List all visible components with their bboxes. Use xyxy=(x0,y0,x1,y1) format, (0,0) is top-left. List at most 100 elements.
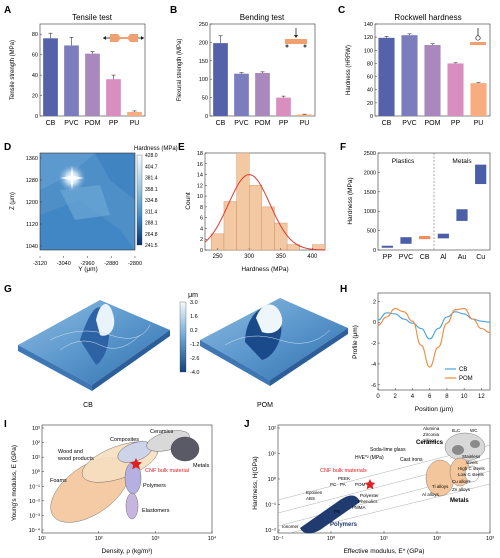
label-tialloys: Ti alloys xyxy=(432,484,449,489)
bar-pvc xyxy=(64,45,79,116)
panel-b-yticks: 0 50 100 150 200 250 xyxy=(199,22,212,120)
category-label: CB xyxy=(382,120,392,127)
ytick-label: 50 xyxy=(202,96,208,102)
label-znalloys: Zn alloys xyxy=(452,487,471,492)
xtick-label: 6 xyxy=(428,394,432,400)
xtick-label: 8 xyxy=(445,394,449,400)
xtick-label: 10³ xyxy=(151,536,159,542)
ytick-label: 10⁰ xyxy=(32,469,41,476)
range-box-cb xyxy=(419,236,431,240)
cnf-star-icon xyxy=(130,458,142,470)
ytick-label: 200 xyxy=(199,40,208,46)
panel-f: F Hardness (MPa) Plastics Metals PP PVC CB… xyxy=(340,142,491,261)
panel-c-letter: C xyxy=(338,5,345,16)
xtick-label: 10¹ xyxy=(380,536,388,542)
panel-i-letter: I xyxy=(4,419,7,430)
ytick-label: 80 xyxy=(367,61,373,67)
xtick-label: -2960 xyxy=(80,261,94,267)
bar-pom xyxy=(255,72,270,116)
ytick-label: 1040 xyxy=(26,244,38,250)
bar-cb xyxy=(43,38,58,116)
bar-pom xyxy=(85,53,100,116)
label-wood: Wood and xyxy=(58,449,83,455)
panel-h-legend: CB POM xyxy=(445,367,473,382)
ytick-label: 20 xyxy=(367,101,373,107)
colorbar-tick-label: 288.1 xyxy=(145,221,158,227)
ytick-label: 1360 xyxy=(26,156,38,162)
label-phenolics: Phenolics xyxy=(358,499,378,504)
panel-a-bars xyxy=(43,32,142,116)
ytick-label: 10 xyxy=(197,194,203,200)
label-polymers: Polymers xyxy=(330,522,358,528)
panel-a-xticks: CB PVC POM PP PU xyxy=(46,120,140,127)
category-label: PP xyxy=(451,120,461,127)
ytick-label: 140 xyxy=(364,22,373,28)
panel-h-xlabel: Position (μm) xyxy=(415,406,453,413)
category-label: PVC xyxy=(234,120,248,127)
ytick-label: 2 xyxy=(373,299,376,305)
panel-e-xlabel: Hardness (MPa) xyxy=(241,266,288,273)
colorbar-tick-label: 241.5 xyxy=(145,243,158,249)
panel-f-xticks: PP PVC CB Al Au Cu xyxy=(383,254,486,261)
ytick-label: 18 xyxy=(197,151,203,157)
xtick-label: 10² xyxy=(95,536,103,542)
ytick-label: -4 xyxy=(371,362,376,368)
ytick-label: 150 xyxy=(199,59,208,65)
panel-h-ylabel: Profile (μm) xyxy=(352,325,359,359)
bar-pp xyxy=(106,79,121,116)
label-abs: ABS xyxy=(306,496,315,501)
panel-h-frame xyxy=(377,292,491,391)
xtick-label: 10³ xyxy=(486,536,494,542)
category-label: PVC xyxy=(64,120,78,127)
label-cnf: CNF bulk material xyxy=(145,468,189,474)
indenter-icon xyxy=(470,28,486,45)
ytick-label: 1000 xyxy=(364,209,376,215)
panel-g-colorbar-title: μm xyxy=(188,292,198,299)
colorbar-tick-label: 0.2 xyxy=(190,328,198,334)
region-metals xyxy=(170,436,200,462)
category-label: CB xyxy=(216,120,226,127)
panel-d-colorbar-title: Hardness (MPa) xyxy=(134,146,178,152)
ytick-label: 10⁻² xyxy=(29,499,40,505)
panel-h: H Profile (μm) 0 2 4 6 8 10 12 2 0 -2 -4 -6 Positi… xyxy=(340,284,491,413)
ytick-label: 10⁰ xyxy=(268,476,277,483)
xtick-label: -3120 xyxy=(33,261,47,267)
ytick-label: 0 xyxy=(35,114,38,120)
histogram-bar xyxy=(286,244,300,251)
ytick-label: 6 xyxy=(200,216,203,222)
xtick-label: 300 xyxy=(244,254,255,260)
panel-d-heatmap xyxy=(39,152,136,251)
panel-b: B Bending test Flexural strength (MPa) 0… xyxy=(170,5,316,127)
label-pa: PA xyxy=(340,482,346,487)
category-label: Au xyxy=(458,254,467,261)
xtick-label: 250 xyxy=(213,254,224,260)
panel-d-ylabel: Z (μm) xyxy=(10,192,16,210)
ytick-label: 10² xyxy=(32,441,40,447)
label-metals: Metals xyxy=(193,463,209,469)
category-label: Cu xyxy=(476,254,485,261)
ytick-label: 0 xyxy=(205,114,208,120)
xtick-label: 0 xyxy=(376,394,380,400)
category-label: PVC xyxy=(402,120,416,127)
label-zirconia: Zirconia xyxy=(423,432,440,437)
label-ceramics: Ceramics xyxy=(416,440,444,446)
dogbone-specimen-icon xyxy=(103,34,144,42)
label-pmma: PMMA xyxy=(352,505,366,510)
panel-b-bars xyxy=(213,35,312,116)
label-pc: PC xyxy=(330,482,337,487)
bar-pvc xyxy=(234,73,249,116)
panel-a: A Tensile test Tensile strength (MPa) 0 2… xyxy=(4,5,146,127)
panel-d-letter: D xyxy=(4,142,11,153)
xtick-label: -3040 xyxy=(57,261,71,267)
panel-c: C Rockwell hardness Hardness (HRRW) 0 20 4… xyxy=(338,5,491,127)
ytick-label: 1120 xyxy=(26,222,38,228)
series-pom xyxy=(377,308,491,368)
label-lowc: Low C steels xyxy=(458,472,485,477)
panel-f-ylabel: Hardness (MPa) xyxy=(347,177,354,224)
label-b4c: B₄C xyxy=(452,428,461,433)
xtick-label: 10¹ xyxy=(38,536,46,542)
histogram-bar xyxy=(261,206,275,251)
ytick-label: 0 xyxy=(370,114,373,120)
category-label: PP xyxy=(279,120,289,127)
category-label: POM xyxy=(85,120,101,127)
